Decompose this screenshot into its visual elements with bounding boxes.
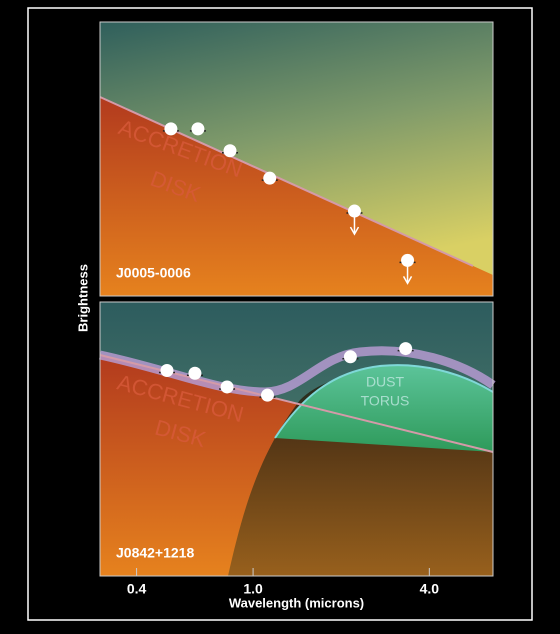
panel-label: J0005-0006	[116, 265, 191, 281]
panel-1-bg	[100, 22, 493, 296]
y-axis-label: Brightness	[75, 264, 90, 332]
x-tick-label: 0.4	[127, 581, 147, 597]
data-point	[263, 172, 276, 185]
annotation: TORUS	[361, 393, 410, 409]
data-point	[399, 342, 412, 355]
data-point	[344, 350, 357, 363]
annotation: DUST	[366, 374, 405, 390]
data-point	[223, 144, 236, 157]
data-point	[188, 367, 201, 380]
x-tick-label: 1.0	[243, 581, 263, 597]
page: ACCRETIONDISKJ0005-0006BrightnessACCRETI…	[0, 0, 560, 634]
panel-label: J0842+1218	[116, 545, 194, 561]
data-point	[164, 122, 177, 135]
data-point	[401, 254, 414, 267]
x-tick-label: 4.0	[420, 581, 440, 597]
data-point	[221, 380, 234, 393]
data-point	[261, 389, 274, 402]
chart: ACCRETIONDISKJ0005-0006BrightnessACCRETI…	[0, 0, 560, 629]
x-axis-label: Wavelength (microns)	[229, 595, 364, 610]
data-point	[191, 122, 204, 135]
data-point	[160, 364, 173, 377]
data-point	[348, 205, 361, 218]
